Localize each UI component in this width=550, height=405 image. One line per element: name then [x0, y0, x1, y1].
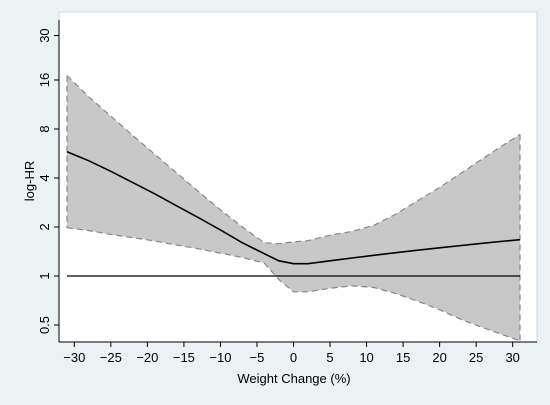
- x-tick-label: 0: [290, 350, 297, 365]
- x-tick-label: −25: [100, 350, 122, 365]
- x-tick-label: 30: [505, 350, 519, 365]
- x-tick-label: −15: [173, 350, 195, 365]
- confidence-band: [67, 75, 520, 341]
- y-tick-label: 1: [37, 272, 52, 279]
- y-tick-label: 0.5: [37, 316, 52, 334]
- x-tick-label: 25: [469, 350, 483, 365]
- x-ticks: −30 −25 −20 −15 −10 −5 0 5 10 15 20 25 30: [63, 342, 520, 365]
- y-tick-label: 4: [37, 174, 52, 181]
- x-tick-label: −20: [136, 350, 158, 365]
- y-tick-label: 2: [37, 223, 52, 230]
- axis-layer: [58, 20, 537, 343]
- series-line: [66, 150, 521, 265]
- x-tick-label: 10: [359, 350, 373, 365]
- y-axis-title: log-HR: [22, 161, 37, 201]
- y-tick-label: 16: [37, 73, 52, 87]
- x-tick-label: −5: [250, 350, 265, 365]
- x-tick-label: 20: [432, 350, 446, 365]
- x-axis-title: Weight Change (%): [237, 371, 350, 386]
- y-tick-label: 30: [37, 28, 52, 42]
- x-tick-label: −30: [63, 350, 85, 365]
- y-ticks: 0.5 1 2 4 8 16 30: [37, 28, 59, 334]
- x-tick-label: 15: [396, 350, 410, 365]
- series-line-layer: [66, 150, 521, 265]
- band-lower-border: [66, 227, 521, 342]
- x-tick-label: 5: [326, 350, 333, 365]
- y-tick-label: 8: [37, 125, 52, 132]
- x-tick-label: −10: [209, 350, 231, 365]
- band-upper-border: [66, 75, 521, 245]
